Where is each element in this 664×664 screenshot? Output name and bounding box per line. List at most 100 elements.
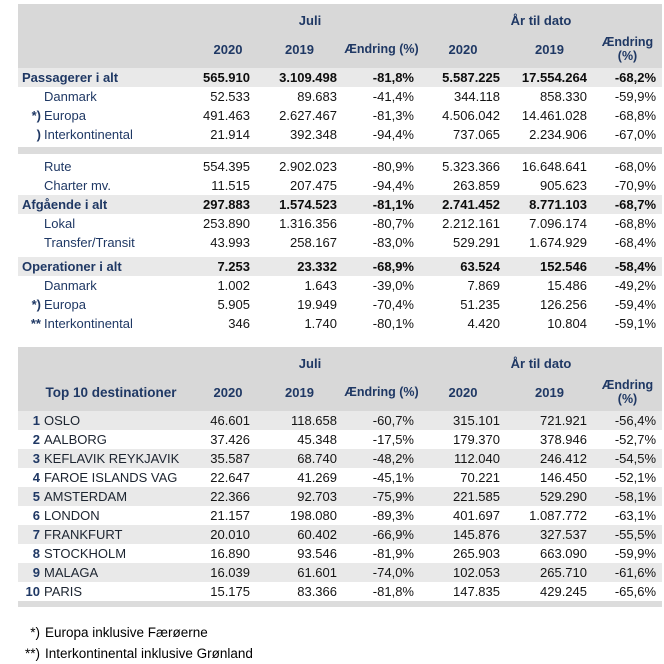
value-cell: 45.348 xyxy=(297,432,337,447)
value-cell: 52.533 xyxy=(210,89,250,104)
destination-name: KEFLAVIK REYKJAVIK xyxy=(44,449,200,468)
table-row: Danmark 52.533 89.683 -41,4% 344.118 858.330 -… xyxy=(18,87,662,106)
table-row: Rute 554.395 2.902.023 -80,9% 5.323.366 16.64… xyxy=(18,157,662,176)
value-cell: 346 xyxy=(228,316,250,331)
value-cell: 145.876 xyxy=(420,525,506,544)
value-cell: 46.601 xyxy=(200,411,256,430)
table-row: ) Interkontinental 21.914 392.348 -94,4% 737.… xyxy=(18,125,662,144)
value-cell: 19.949 xyxy=(297,297,337,312)
value-cell: 265.903 xyxy=(453,546,500,561)
value-cell: -89,3% xyxy=(372,508,414,523)
value-cell: 258.167 xyxy=(290,235,337,250)
table2-col-2020-ytd: 2020 xyxy=(420,373,506,411)
value-cell: -58,1% xyxy=(593,487,663,506)
value-cell: 246.412 xyxy=(506,449,593,468)
row-label: Afgående i alt xyxy=(18,195,200,214)
value-cell: 126.256 xyxy=(540,297,587,312)
table1-col-2020-month: 2020 xyxy=(200,30,256,68)
value-cell: 11.515 xyxy=(211,178,250,193)
value-cell: 5.587.225 xyxy=(420,68,506,87)
value-cell: 529.291 xyxy=(453,235,500,250)
value-cell: 10.804 xyxy=(547,316,587,331)
value-cell: 8.771.103 xyxy=(506,195,593,214)
table2-header: Juli År til dato Top 10 destinationer 20… xyxy=(18,347,663,411)
footnote-text: Europa inklusive Færøerne xyxy=(45,625,208,640)
footnote-marker: ** xyxy=(30,316,41,331)
footnote-interkontinental: **) Interkontinental inklusive Grønland xyxy=(18,643,664,664)
value-cell: -48,2% xyxy=(343,449,420,468)
table1-col-change-month: Ændring (%) xyxy=(343,30,420,68)
value-cell: 327.537 xyxy=(506,525,593,544)
value-cell: -70,4% xyxy=(372,297,414,312)
destination-name: LONDON xyxy=(44,508,100,523)
footnote-marker xyxy=(18,214,44,233)
value-cell: -63,1% xyxy=(614,508,657,523)
destination-name: FRANKFURT xyxy=(44,525,200,544)
destination-rank: 5 xyxy=(18,487,44,506)
value-cell: 15.175 xyxy=(210,584,250,599)
value-cell: 21.914 xyxy=(210,127,250,142)
table1-group-ytd: År til dato xyxy=(420,4,663,30)
value-cell: 554.395 xyxy=(203,159,250,174)
destination-name: STOCKHOLM xyxy=(44,546,127,561)
value-cell: 529.290 xyxy=(506,487,593,506)
table1-corner-cell xyxy=(18,4,200,30)
value-cell: 2.627.467 xyxy=(279,108,337,123)
value-cell: 207.475 xyxy=(290,178,337,193)
value-cell: 1.674.929 xyxy=(529,235,587,250)
value-cell: 344.118 xyxy=(453,89,500,104)
value-cell: -54,5% xyxy=(593,449,663,468)
value-cell: 14.461.028 xyxy=(521,108,587,123)
footnote-text: Interkontinental inklusive Grønland xyxy=(45,646,253,661)
value-cell: -81,3% xyxy=(372,108,414,123)
destination-rank: 4 xyxy=(32,470,40,485)
value-cell: 198.080 xyxy=(290,508,337,523)
footnote-marker: **) xyxy=(24,646,40,661)
value-cell: -65,6% xyxy=(614,584,657,599)
value-cell: 16.039 xyxy=(200,563,256,582)
table-row: 9 MALAGA 16.039 61.601 -74,0% 102.053 265.710-… xyxy=(18,563,663,582)
value-cell: -68,7% xyxy=(593,195,663,214)
row-label: Operationer i alt xyxy=(18,257,200,276)
value-cell: 1.002 xyxy=(217,278,250,293)
value-cell: 2.212.161 xyxy=(442,216,500,231)
value-cell: -68,9% xyxy=(343,257,420,276)
row-label: Transfer/Transit xyxy=(44,235,135,250)
value-cell: -80,9% xyxy=(372,159,414,174)
destination-rank: 1 xyxy=(18,411,44,430)
table1-label-header xyxy=(18,30,200,68)
table1-group-month: Juli xyxy=(200,4,420,30)
value-cell: 2.902.023 xyxy=(279,159,337,174)
value-cell: -59,4% xyxy=(614,297,657,312)
row-label: Charter mv. xyxy=(44,178,111,193)
footnote-marker: *) xyxy=(30,625,40,640)
value-cell: 2.741.452 xyxy=(420,195,506,214)
value-cell: 429.245 xyxy=(540,584,587,599)
value-cell: -39,0% xyxy=(372,278,414,293)
value-cell: -74,0% xyxy=(343,563,420,582)
footnote-marker xyxy=(18,233,44,252)
table1-header: Juli År til dato 2020 2019 Ændring (%) 2… xyxy=(18,4,663,68)
section-separator xyxy=(18,144,663,157)
value-cell: -68,2% xyxy=(593,68,663,87)
value-cell: 253.890 xyxy=(203,216,250,231)
row-label: Danmark xyxy=(44,89,97,104)
row-label: Europa xyxy=(44,297,86,312)
value-cell: 858.330 xyxy=(540,89,587,104)
table2-corner-cell xyxy=(18,347,200,373)
value-cell: -80,7% xyxy=(372,216,414,231)
value-cell: 146.450 xyxy=(540,470,587,485)
value-cell: -83,0% xyxy=(372,235,414,250)
table-row: Operationer i alt 7.253 23.332 -68,9% 63.524… xyxy=(18,257,663,276)
value-cell: 2.234.906 xyxy=(529,127,587,142)
table2-col-2020-month: 2020 xyxy=(200,373,256,411)
table-row: *) Europa 491.463 2.627.467 -81,3% 4.506.042 1… xyxy=(18,106,662,125)
table1-body: Passagerer i alt 565.910 3.109.498 -81,8% 5.… xyxy=(18,68,663,333)
table-row: 4 FAROE ISLANDS VAG 22.647 41.269 -45,1% 70.2… xyxy=(18,468,662,487)
table2-body: 1 OSLO 46.601 118.658 -60,7% 315.101 721.921 -5… xyxy=(18,411,663,601)
destination-rank: 8 xyxy=(32,546,40,561)
destination-rank: 10 xyxy=(25,584,40,599)
row-label: Passagerer i alt xyxy=(18,68,200,87)
table1-col-change-ytd: Ændring (%) xyxy=(593,30,663,68)
